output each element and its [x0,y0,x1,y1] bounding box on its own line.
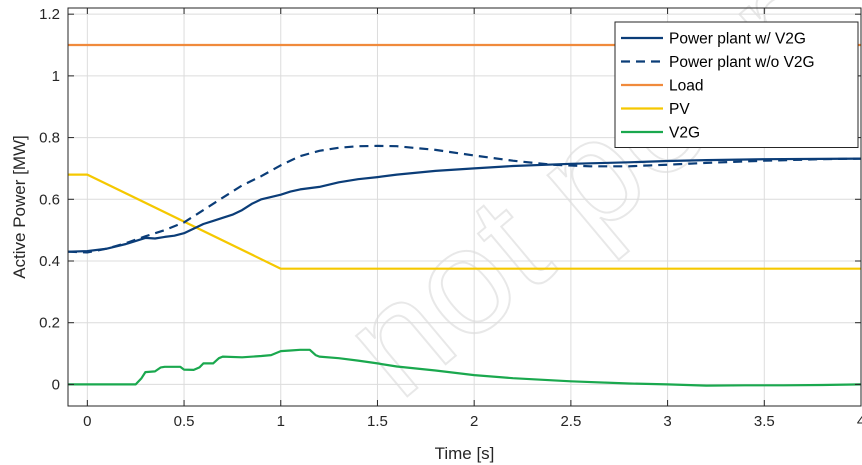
grid [68,8,862,406]
x-tick-label: 0 [83,413,91,430]
y-tick-label: 1.2 [39,6,60,23]
y-tick-label: 0.6 [39,191,60,208]
series-line-v2g [68,348,862,387]
y-tick-label: 0.4 [39,253,60,270]
series-line-power-plant-w-o-v2g [67,144,862,254]
plot-frame [67,7,862,407]
legend: Power plant w/ V2G Power plant w/o V2G Loa… [614,21,859,148]
y-tick-label: 0.8 [39,130,60,147]
legend-label: Power plant w/o V2G [669,54,815,71]
ticks [68,8,862,406]
legend-label: Power plant w/ V2G [669,31,806,48]
x-tick-label: 2 [470,413,478,430]
y-tick-label: 0.2 [39,315,60,332]
x-tick-label: 4 [857,413,862,430]
legend-label: PV [669,101,690,118]
x-axis-title: Time [s] [435,444,495,463]
tick-labels: 0 0.5 1 1.5 2 2.5 3 3.5 4 0 0.2 0.4 0.6 0.8 1 1.2 [39,6,862,430]
x-tick-label: 3.5 [754,413,775,430]
x-tick-label: 3 [663,413,671,430]
x-tick-label: 2.5 [560,413,581,430]
legend-label: V2G [669,125,700,142]
x-tick-label: 1 [277,413,285,430]
y-tick-label: 0 [52,376,60,393]
x-tick-label: 0.5 [174,413,195,430]
series-line-power-plant-w-v2g [67,157,862,253]
y-tick-label: 1 [52,68,60,85]
y-axis-title: Active Power [MW] [10,135,29,279]
legend-label: Load [669,78,703,95]
x-tick-label: 1.5 [367,413,388,430]
